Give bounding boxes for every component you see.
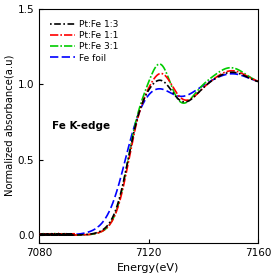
Legend: Pt:Fe 1:3, Pt:Fe 1:1, Pt:Fe 3:1, Fe foil: Pt:Fe 1:3, Pt:Fe 1:1, Pt:Fe 3:1, Fe foil [48, 18, 120, 64]
Fe foil [38, 233, 41, 237]
Pt:Fe 1:3 [49, 234, 52, 237]
Pt:Fe 3:1 [147, 81, 150, 85]
Fe foil [38, 234, 41, 237]
Pt:Fe 1:1 [255, 79, 259, 83]
Pt:Fe 1:1 [39, 234, 43, 237]
Fe foil [255, 79, 259, 83]
Fe foil [262, 81, 265, 84]
Fe foil [214, 77, 217, 80]
Pt:Fe 3:1 [214, 73, 217, 76]
Pt:Fe 3:1 [39, 234, 42, 237]
Pt:Fe 3:1 [262, 81, 265, 85]
Fe foil [230, 72, 234, 75]
Line: Fe foil: Fe foil [39, 74, 263, 235]
Fe foil [49, 233, 52, 236]
Pt:Fe 1:3 [255, 80, 259, 83]
Pt:Fe 1:3 [39, 234, 42, 237]
Fe foil [141, 103, 144, 107]
Pt:Fe 3:1 [158, 62, 161, 66]
Pt:Fe 1:1 [256, 79, 259, 83]
Text: Fe K-edge: Fe K-edge [52, 121, 110, 131]
Y-axis label: Normalized absorbance(a.u): Normalized absorbance(a.u) [5, 55, 15, 197]
Pt:Fe 3:1 [49, 234, 52, 237]
Pt:Fe 1:3 [230, 71, 234, 74]
Fe foil [147, 94, 150, 97]
X-axis label: Energy(eV): Energy(eV) [117, 263, 180, 273]
Pt:Fe 1:1 [49, 233, 52, 236]
Pt:Fe 3:1 [255, 79, 259, 82]
Pt:Fe 1:1 [38, 233, 41, 236]
Pt:Fe 1:1 [214, 76, 217, 79]
Pt:Fe 3:1 [256, 79, 259, 83]
Pt:Fe 1:1 [230, 69, 234, 72]
Pt:Fe 1:1 [141, 101, 144, 105]
Line: Pt:Fe 1:1: Pt:Fe 1:1 [39, 71, 263, 235]
Pt:Fe 1:3 [262, 81, 265, 85]
Pt:Fe 1:1 [262, 81, 265, 85]
Pt:Fe 1:3 [214, 76, 217, 80]
Line: Pt:Fe 1:3: Pt:Fe 1:3 [39, 72, 263, 235]
Line: Pt:Fe 3:1: Pt:Fe 3:1 [39, 64, 263, 235]
Pt:Fe 3:1 [38, 233, 41, 236]
Pt:Fe 1:3 [147, 89, 150, 92]
Pt:Fe 1:3 [38, 233, 41, 236]
Pt:Fe 1:3 [256, 80, 259, 83]
Fe foil [256, 80, 259, 83]
Pt:Fe 1:3 [141, 101, 144, 105]
Pt:Fe 3:1 [141, 97, 144, 101]
Pt:Fe 1:1 [147, 87, 150, 91]
